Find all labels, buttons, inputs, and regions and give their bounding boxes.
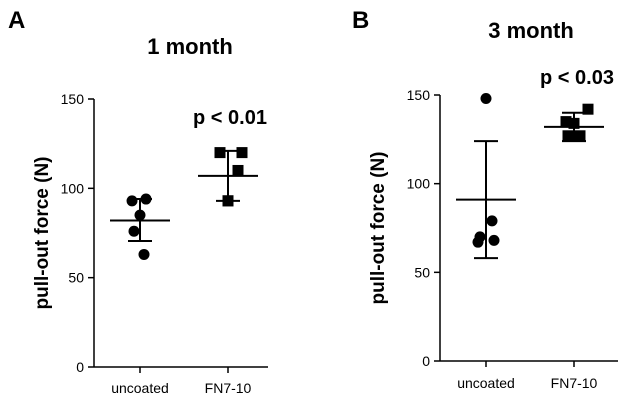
y-tick-label: 150 — [407, 87, 431, 103]
data-point-square — [222, 195, 234, 207]
data-point-circle — [138, 248, 150, 260]
data-point-square — [562, 130, 574, 142]
y-tick-label: 50 — [68, 270, 84, 286]
data-point-circle — [472, 236, 484, 248]
data-point-square — [236, 147, 248, 159]
y-tick-label: 100 — [61, 180, 85, 196]
data-point-square — [582, 103, 594, 115]
data-point-circle — [134, 209, 146, 221]
x-tick-label: uncoated — [111, 380, 169, 396]
data-point-square — [560, 116, 572, 128]
y-tick-label: 100 — [407, 176, 431, 192]
data-point-circle — [126, 195, 138, 207]
panel-b: B 3 month pull-out force (N) 0 50 100 150 uncoa… — [352, 7, 618, 391]
data-point-square — [568, 117, 580, 129]
y-axis-label: pull-out force (N) — [368, 151, 389, 304]
data-point-circle — [480, 93, 492, 105]
panel-letter: B — [352, 7, 369, 34]
data-point-square — [232, 164, 244, 176]
panel-a: A 1 month pull-out force (N) 0 50 100 150 uncoa… — [8, 7, 268, 396]
data-point-circle — [488, 234, 500, 246]
data-point-circle — [128, 225, 140, 237]
x-tick-label: FN7-10 — [551, 375, 598, 391]
p-value-annotation: p < 0.01 — [193, 107, 267, 129]
x-tick-label: uncoated — [457, 375, 515, 391]
data-point-square — [214, 147, 226, 159]
data-point-circle — [486, 215, 498, 227]
y-tick-label: 0 — [76, 359, 84, 375]
y-tick-label: 50 — [414, 264, 430, 280]
chart-title: 3 month — [488, 18, 574, 43]
data-point-square — [574, 130, 586, 142]
panel-letter: A — [8, 7, 25, 34]
data-point-circle — [140, 193, 152, 205]
y-tick-label: 0 — [422, 353, 430, 369]
x-tick-label: FN7-10 — [205, 380, 252, 396]
y-axis-label: pull-out force (N) — [32, 156, 53, 309]
y-tick-label: 150 — [61, 91, 85, 107]
chart-title: 1 month — [147, 34, 233, 59]
p-value-annotation: p < 0.03 — [540, 67, 614, 89]
